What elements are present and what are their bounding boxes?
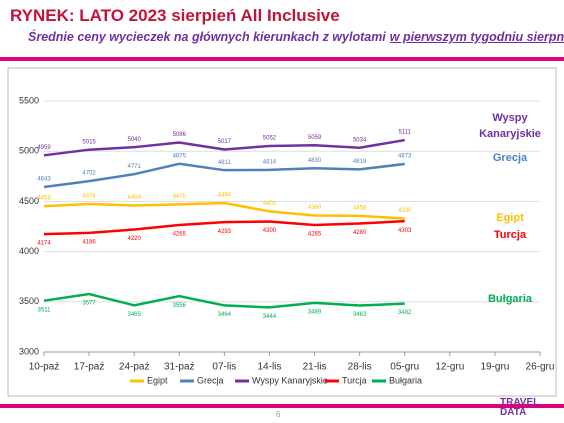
data-label: 5086: [173, 132, 187, 138]
y-tick-label: 4500: [19, 196, 39, 206]
x-tick-label: 05-gru: [390, 362, 419, 373]
logo: TRAVEL DATA: [500, 397, 540, 418]
subtitle-text: Średnie ceny wycieczek na głównych kieru…: [28, 30, 386, 44]
y-tick-label: 5500: [19, 95, 39, 105]
data-label: 3577: [82, 301, 96, 307]
data-label: 3465: [128, 312, 142, 318]
data-label: 4453: [37, 196, 51, 202]
y-tick-label: 4000: [19, 246, 39, 256]
data-label: 4470: [173, 194, 187, 200]
y-tick-label: 3000: [19, 346, 39, 356]
data-label: 4830: [308, 158, 322, 164]
data-label: 4280: [353, 230, 367, 236]
page-number: 6: [276, 410, 281, 419]
chart-frame: [7, 67, 557, 397]
data-label: 3489: [308, 309, 322, 315]
data-label: 4174: [37, 241, 51, 247]
data-label: 4265: [173, 232, 187, 238]
data-label: 4356: [353, 205, 367, 211]
title: RYNEK: LATO 2023 sierpień All Inclusive: [10, 6, 340, 25]
x-tick-label: 12-gru: [435, 362, 464, 373]
subtitle-underlined: w pierwszym tygodniu sierpnia: [389, 30, 564, 44]
data-label: 5111: [398, 130, 411, 136]
data-label: 3444: [263, 314, 277, 320]
subtitle: Średnie ceny wycieczek na głównych kieru…: [28, 30, 564, 44]
data-label: 4875: [173, 153, 187, 159]
data-label: 5017: [218, 139, 232, 145]
legend-label: Wyspy Kanaryjskie: [252, 375, 328, 385]
series-side-label: Wyspy Kanaryjskie: [479, 112, 541, 140]
data-label: 5059: [308, 135, 322, 141]
data-label: 4873: [398, 154, 412, 160]
data-label: 4401: [263, 201, 277, 207]
series-side-label: Turcja: [493, 229, 527, 241]
x-tick-label: 28-lis: [348, 362, 372, 373]
data-label: 4814: [263, 159, 277, 165]
series-line: [43, 292, 405, 309]
data-label: 4293: [218, 229, 232, 235]
x-tick-label: 17-paź: [74, 362, 105, 373]
data-label: 3464: [218, 312, 232, 318]
data-label: 5034: [353, 137, 367, 143]
data-label: 5015: [82, 139, 96, 145]
data-label: 3556: [173, 303, 187, 309]
data-label: 4643: [37, 177, 51, 183]
series-line: [43, 201, 405, 220]
data-label: 3511: [38, 307, 52, 313]
x-tick-label: 24-paź: [119, 362, 150, 373]
data-label: 4474: [82, 194, 96, 200]
y-tick-label: 3500: [19, 296, 39, 306]
top-stripe: [0, 57, 564, 61]
legend-label: Egipt: [147, 375, 168, 385]
data-label: 4265: [308, 232, 322, 238]
data-label: 4959: [37, 145, 51, 151]
x-tick-label: 07-lis: [212, 362, 236, 373]
x-tick-label: 21-lis: [303, 362, 327, 373]
data-label: 4220: [128, 236, 142, 242]
series-line: [43, 162, 405, 189]
data-label: 4459: [128, 195, 142, 201]
legend-label: Bułgaria: [389, 375, 422, 385]
data-label: 4484: [218, 193, 232, 199]
data-label: 5040: [128, 137, 142, 143]
series-line: [43, 138, 405, 157]
data-label: 4330: [398, 208, 412, 214]
series-side-label: Grecja: [492, 152, 528, 164]
data-label: 4360: [308, 205, 322, 211]
x-tick-label: 10-paź: [29, 362, 60, 373]
data-label: 5052: [263, 136, 277, 142]
data-label: 3482: [398, 310, 412, 316]
x-tick-label: 14-lis: [258, 362, 282, 373]
data-label: 4771: [128, 164, 142, 170]
series-side-label: Egipt: [496, 212, 524, 224]
legend-label: Grecja: [197, 375, 224, 385]
x-tick-label: 31-paź: [164, 362, 195, 373]
data-label: 4300: [263, 228, 277, 234]
x-tick-label: 26-gru: [526, 362, 555, 373]
data-label: 4819: [353, 159, 367, 165]
data-label: 4811: [218, 160, 232, 166]
data-label: 4702: [82, 171, 96, 177]
data-label: 3463: [353, 312, 367, 318]
data-label: 4186: [82, 240, 96, 246]
data-label: 4303: [398, 228, 412, 234]
series-line: [43, 219, 405, 236]
series-side-label: Bułgaria: [487, 293, 532, 305]
y-tick-label: 5000: [19, 146, 39, 156]
legend-label: Turcja: [342, 375, 367, 385]
bottom-stripe: [0, 404, 564, 408]
x-tick-label: 19-gru: [480, 362, 509, 373]
